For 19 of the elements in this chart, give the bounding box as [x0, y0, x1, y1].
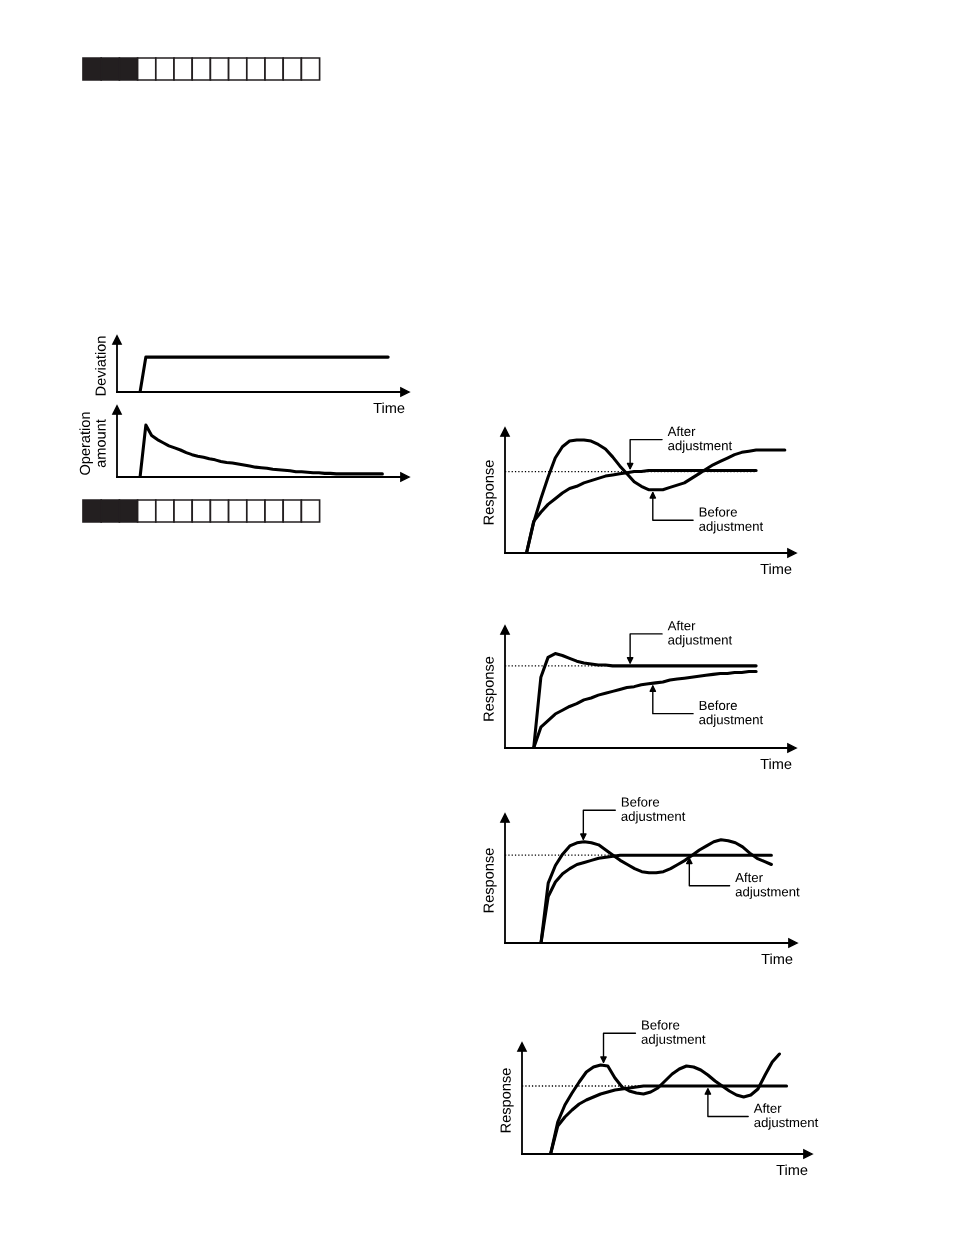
text: After adjustment: [667, 620, 733, 648]
annotation: After adjustment: [667, 426, 733, 453]
y-axis-title: Operation amount: [79, 412, 106, 475]
text: Before adjustment: [621, 797, 686, 824]
y-axis-title: Response: [483, 848, 497, 913]
x-axis-title: Time: [760, 563, 792, 575]
x-axis-title: Time: [776, 1164, 808, 1176]
x-axis-title: Time: [761, 953, 793, 965]
annotation: After adjustment: [753, 1103, 819, 1130]
y-axis-title: Response: [483, 460, 497, 525]
annotation: Before adjustment: [699, 507, 764, 534]
y-axis-title: Response: [500, 1068, 514, 1133]
x-axis-title: Time: [373, 402, 405, 414]
y-axis-title: Deviation: [95, 336, 106, 396]
text: Before adjustment: [641, 1020, 706, 1047]
annotation: Before adjustment: [699, 700, 764, 727]
annotation: After adjustment: [735, 872, 800, 900]
y-axis-title: Response: [483, 656, 497, 721]
x-axis-title: Time: [760, 758, 792, 770]
